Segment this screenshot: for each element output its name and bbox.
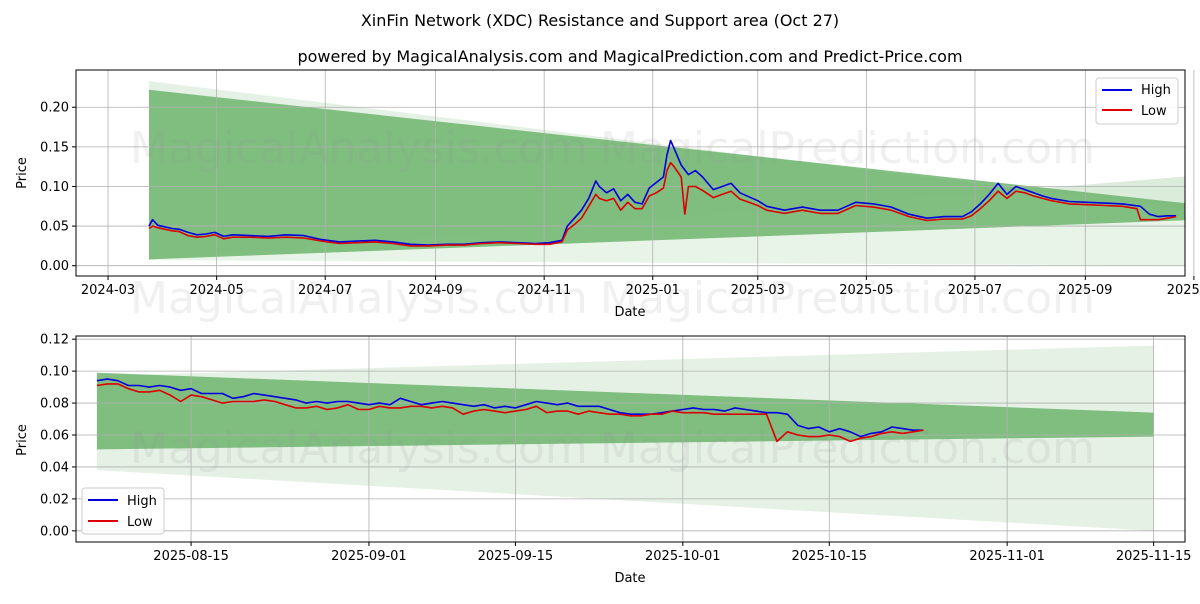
chart-subtitle: powered by MagicalAnalysis.com and Magic… [297, 47, 962, 66]
bottom-axes-frame [75, 335, 1186, 543]
top-ytick-label: 0.15 [40, 140, 69, 155]
top-watermark-3: MagicalAnalysis.com [130, 273, 588, 324]
top-xtick-label: 2025-09 [1058, 283, 1112, 298]
bottom-band-inner [96, 372, 1154, 450]
top-xtick-label: 2025-11 [1167, 283, 1200, 298]
bottom-legend-low: Low [127, 515, 153, 530]
top-xtick-label: 2025-05 [839, 283, 893, 298]
bottom-xtick-label: 2025-08-15 [153, 549, 229, 564]
bottom-series [96, 378, 924, 443]
top-ytick-label: 0.00 [40, 259, 69, 274]
top-xtick-label: 2024-07 [298, 283, 352, 298]
bottom-watermark-1: MagicalAnalysis.com [130, 423, 588, 474]
bottom-xtick-label: 2025-09-15 [478, 549, 554, 564]
top-xtick-label: 2024-05 [189, 283, 243, 298]
top-axes-frame [75, 69, 1186, 277]
bottom-xtick-label: 2025-11-01 [969, 549, 1045, 564]
bottom-bands [96, 345, 1154, 531]
bottom-xtick-label: 2025-11-15 [1116, 549, 1192, 564]
top-xtick-label: 2024-09 [408, 283, 462, 298]
bottom-grid [76, 336, 1185, 542]
bottom-ticks: 2025-08-15 2025-09-01 2025-09-15 2025-10-01… [40, 333, 1191, 564]
bottom-xtick-label: 2025-09-01 [331, 549, 407, 564]
top-ylabel: Price [15, 157, 30, 189]
top-series-high [148, 139, 1177, 246]
top-xtick-label: 2025-07 [948, 283, 1002, 298]
chart-title: XinFin Network (XDC) Resistance and Supp… [361, 11, 839, 30]
top-legend: High Low [1095, 77, 1179, 125]
bottom-legend: High Low [81, 487, 165, 535]
bottom-ytick-label: 0.04 [40, 460, 69, 475]
bottom-xtick-label: 2025-10-01 [645, 549, 721, 564]
bottom-xtick-label: 2025-10-15 [792, 549, 868, 564]
bottom-panel: MagicalAnalysis.com MagicalPrediction.co… [15, 333, 1191, 586]
top-ytick-label: 0.10 [40, 180, 69, 195]
bottom-ylabel: Price [15, 424, 30, 456]
top-ytick-label: 0.05 [40, 220, 69, 235]
bottom-series-high [96, 378, 924, 438]
top-ytick-label: 0.20 [40, 101, 69, 116]
bottom-ytick-label: 0.02 [40, 492, 69, 507]
bottom-ytick-label: 0.10 [40, 365, 69, 380]
top-legend-high: High [1141, 83, 1171, 98]
top-xtick-label: 2024-03 [81, 283, 135, 298]
bottom-ytick-label: 0.08 [40, 397, 69, 412]
bottom-xlabel: Date [614, 571, 645, 586]
top-panel: MagicalAnalysis.com MagicalPrediction.co… [15, 69, 1200, 324]
top-legend-low: Low [1141, 104, 1167, 119]
top-xtick-label: 2025-03 [731, 283, 785, 298]
bottom-ytick-label: 0.06 [40, 429, 69, 444]
top-series [148, 139, 1177, 247]
top-xtick-label: 2024-11 [517, 283, 571, 298]
top-watermark-1: MagicalAnalysis.com [130, 123, 588, 174]
top-ticks: 2024-03 2024-05 2024-07 2024-09 2024-11 2025-… [40, 101, 1200, 298]
bottom-ytick-label: 0.00 [40, 524, 69, 539]
top-watermark-4: MagicalPrediction.com [600, 273, 1095, 324]
bottom-legend-high: High [127, 494, 157, 509]
top-xtick-label: 2025-01 [626, 283, 680, 298]
top-xlabel: Date [614, 305, 645, 320]
bottom-series-low [96, 383, 924, 443]
bottom-ytick-label: 0.12 [40, 333, 69, 348]
top-series-low [148, 161, 1177, 247]
